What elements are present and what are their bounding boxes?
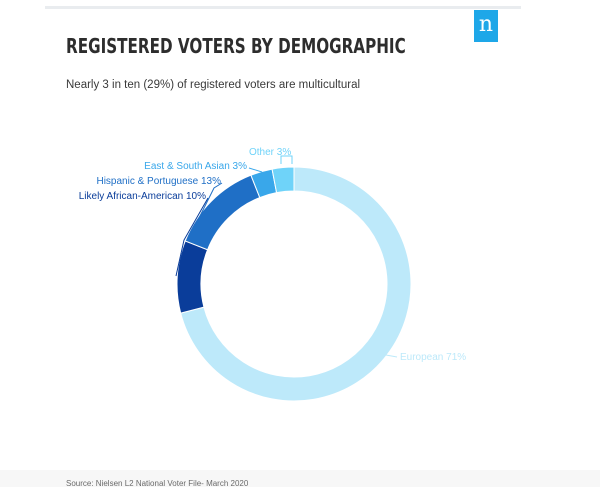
leader-line-other-3 <box>280 155 293 164</box>
chart-subtitle: Nearly 3 in ten (29%) of registered vote… <box>66 79 361 91</box>
nielsen-logo: n <box>474 10 498 42</box>
donut-chart: European 71% Likely African-American 10% H… <box>79 147 466 402</box>
footer-band <box>0 470 600 487</box>
label-european-71: European 71% <box>400 352 466 363</box>
chart-title: REGISTERED VOTERS BY DEMOGRAPHIC <box>66 34 406 58</box>
source-note: Source: Nielsen L2 National Voter File- … <box>66 479 249 488</box>
leader-line-hispanic-portuguese-13 <box>188 182 223 239</box>
logo-letter: n <box>478 12 494 37</box>
leader-line-east-south-asian-3 <box>248 167 263 173</box>
top-divider <box>45 6 521 9</box>
label-east-south-asian-3: East & South Asian 3% <box>144 161 247 172</box>
label-other-3: Other 3% <box>249 147 291 158</box>
leader-line-likely-african-american-10 <box>175 197 209 277</box>
slice-other-3 <box>271 166 295 194</box>
slice-european-71 <box>180 166 412 402</box>
label-likely-african-american-10: Likely African-American 10% <box>79 191 206 202</box>
label-hispanic-portuguese-13: Hispanic & Portuguese 13% <box>96 176 221 187</box>
leader-line-european-71 <box>385 354 398 358</box>
